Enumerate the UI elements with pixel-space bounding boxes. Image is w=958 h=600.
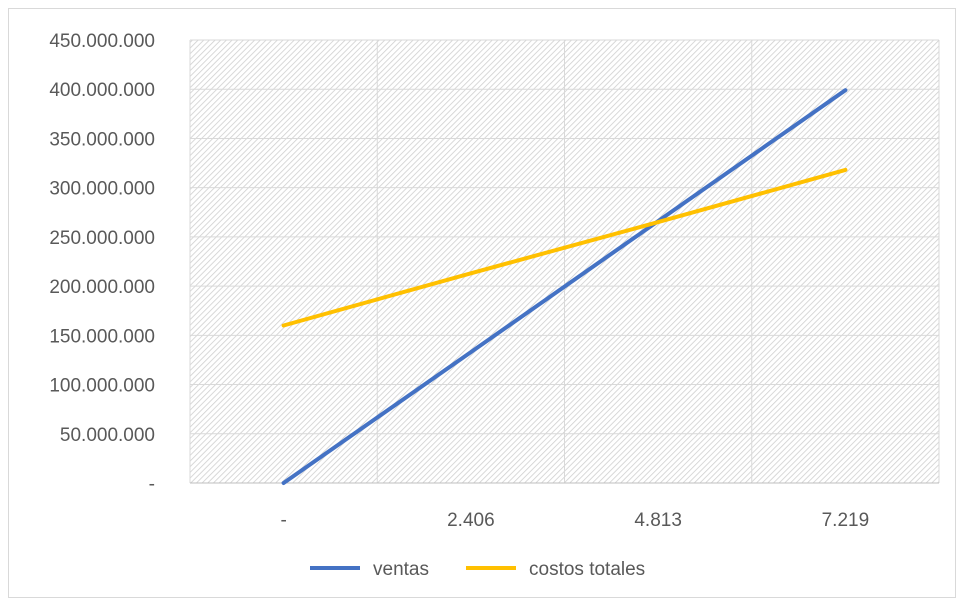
legend-label-0: ventas — [373, 559, 429, 580]
x-tick-label: 4.813 — [634, 510, 682, 531]
y-tick-label: - — [149, 474, 155, 495]
y-tick-label: 400.000.000 — [49, 80, 155, 101]
y-tick-label: 200.000.000 — [49, 277, 155, 298]
x-tick-label: - — [280, 510, 286, 531]
y-tick-label: 450.000.000 — [49, 31, 155, 52]
series-line-0 — [281, 88, 848, 485]
x-tick-label: 2.406 — [447, 510, 495, 531]
y-tick-label: 50.000.000 — [60, 425, 155, 446]
chart-frame — [8, 8, 956, 598]
y-tick-label: 150.000.000 — [49, 326, 155, 347]
y-tick-label: 250.000.000 — [49, 228, 155, 249]
series-line-1 — [281, 167, 848, 328]
y-tick-label: 350.000.000 — [49, 129, 155, 150]
y-tick-label: 100.000.000 — [49, 376, 155, 397]
legend-label-1: costos totales — [529, 559, 645, 580]
x-tick-label: 7.219 — [822, 510, 870, 531]
y-tick-label: 300.000.000 — [49, 179, 155, 200]
